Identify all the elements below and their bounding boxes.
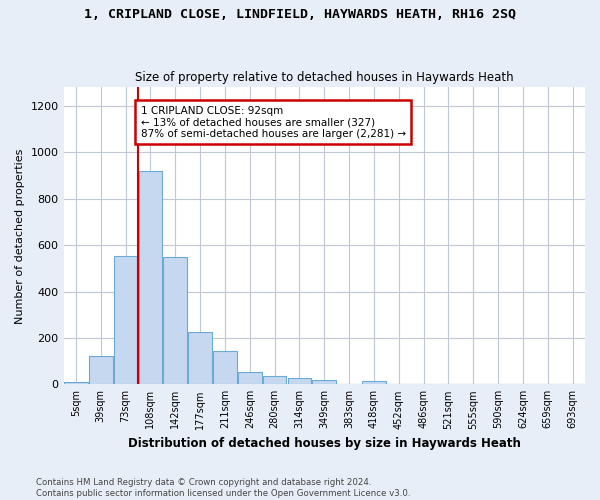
- Bar: [188, 332, 212, 384]
- Bar: [362, 382, 386, 384]
- Bar: [238, 372, 262, 384]
- Text: 1 CRIPLAND CLOSE: 92sqm
← 13% of detached houses are smaller (327)
87% of semi-d: 1 CRIPLAND CLOSE: 92sqm ← 13% of detache…: [140, 106, 406, 139]
- Bar: [313, 380, 336, 384]
- Bar: [89, 356, 113, 384]
- Bar: [139, 171, 162, 384]
- Bar: [287, 378, 311, 384]
- Title: Size of property relative to detached houses in Haywards Heath: Size of property relative to detached ho…: [135, 70, 514, 84]
- Y-axis label: Number of detached properties: Number of detached properties: [15, 148, 25, 324]
- X-axis label: Distribution of detached houses by size in Haywards Heath: Distribution of detached houses by size …: [128, 437, 521, 450]
- Bar: [213, 351, 237, 384]
- Bar: [64, 382, 88, 384]
- Bar: [263, 376, 286, 384]
- Bar: [114, 256, 137, 384]
- Bar: [163, 257, 187, 384]
- Text: 1, CRIPLAND CLOSE, LINDFIELD, HAYWARDS HEATH, RH16 2SQ: 1, CRIPLAND CLOSE, LINDFIELD, HAYWARDS H…: [84, 8, 516, 20]
- Text: Contains HM Land Registry data © Crown copyright and database right 2024.
Contai: Contains HM Land Registry data © Crown c…: [36, 478, 410, 498]
